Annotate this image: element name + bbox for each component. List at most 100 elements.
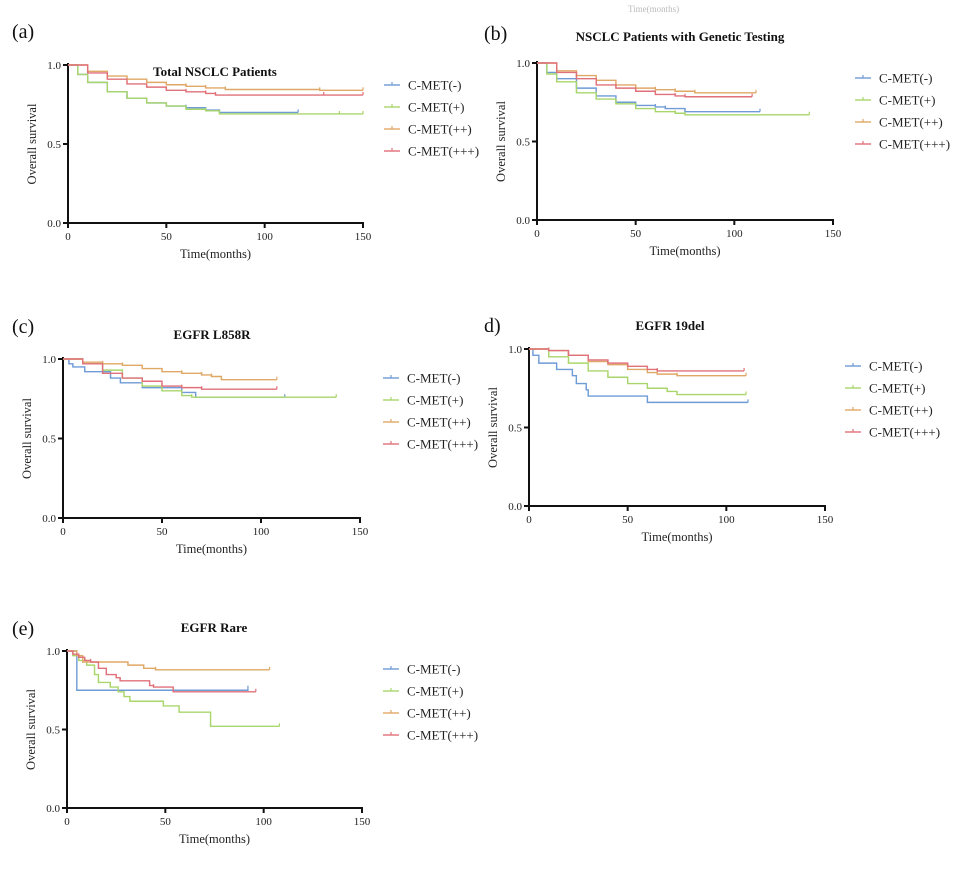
x-tick-label: 50 (160, 816, 172, 828)
legend-label: C-MET(++) (869, 403, 933, 418)
y-tick-label: 0.0 (47, 218, 61, 230)
panel-label: (c) (12, 316, 34, 338)
y-axis-label: Overall survival (20, 398, 34, 479)
x-axis-label: Time(months) (649, 244, 720, 258)
x-tick-label: 0 (65, 231, 71, 243)
x-tick-label: 50 (630, 228, 642, 240)
legend-label: C-MET(+++) (407, 437, 478, 452)
x-tick-label: 50 (622, 514, 634, 526)
panel-title: EGFR L858R (174, 327, 252, 342)
x-tick-label: 100 (253, 526, 270, 538)
legend-label: C-MET(++) (407, 415, 471, 430)
km-panel: d) EGFR 19del 0 50 100 150 0.0 0.5 1.0 Time(month… (484, 315, 940, 544)
x-tick-label: 0 (526, 514, 532, 526)
survival-curve (63, 358, 337, 398)
legend-label: C-MET(++) (879, 115, 943, 130)
legend-label: C-MET(+) (407, 393, 463, 408)
x-axis-label: Time(months) (641, 530, 712, 544)
panels-container: (a) Total NSCLC Patients 0 50 100 150 0.0 0.5 1.… (12, 21, 950, 846)
legend-item: C-MET(+) (855, 93, 935, 108)
legend-label: C-MET(++) (408, 122, 472, 137)
legend-label: C-MET(+) (407, 684, 463, 699)
legend-item: C-MET(+) (383, 684, 463, 699)
legend-item: C-MET(+++) (383, 728, 478, 743)
y-tick-label: 0.5 (42, 434, 56, 446)
y-tick-label: 0.0 (46, 803, 60, 815)
y-axis-label: Overall survival (25, 103, 39, 184)
y-tick-label: 0.5 (47, 139, 61, 151)
legend-label: C-MET(+++) (407, 728, 478, 743)
x-tick-label: 0 (534, 228, 540, 240)
y-tick-label: 0.0 (516, 215, 530, 227)
x-axis-label: Time(months) (176, 542, 247, 556)
legend-label: C-MET(-) (408, 78, 461, 93)
x-tick-label: 50 (157, 526, 169, 538)
survival-curve (63, 358, 277, 390)
panel-label: (a) (12, 21, 34, 43)
survival-curve (537, 62, 753, 98)
y-tick-label: 0.5 (46, 725, 60, 737)
legend-label: C-MET(+) (879, 93, 935, 108)
panel-title: NSCLC Patients with Genetic Testing (576, 29, 785, 44)
legend-item: C-MET(++) (845, 403, 933, 418)
y-tick-label: 1.0 (42, 354, 56, 366)
survival-curve (529, 348, 747, 377)
legend-label: C-MET(+++) (869, 425, 940, 440)
survival-curve (67, 650, 256, 693)
survival-curve (67, 650, 280, 728)
legend-item: C-MET(++) (383, 415, 471, 430)
legend-item: C-MET(-) (855, 71, 932, 86)
legend-item: C-MET(++) (383, 706, 471, 721)
x-tick-label: 150 (352, 526, 369, 538)
legend-label: C-MET(-) (869, 359, 922, 374)
x-tick-label: 50 (161, 231, 173, 243)
x-tick-label: 100 (718, 514, 735, 526)
y-axis-label: Overall survival (494, 101, 508, 182)
survival-curve (529, 348, 749, 404)
panel-title: EGFR 19del (636, 318, 705, 333)
survival-curve (529, 348, 747, 396)
x-axis-label: Time(months) (180, 247, 251, 261)
legend-item: C-MET(-) (383, 371, 460, 386)
x-tick-label: 0 (64, 816, 70, 828)
y-tick-label: 1.0 (516, 58, 530, 70)
x-tick-label: 150 (354, 816, 371, 828)
x-tick-label: 150 (817, 514, 834, 526)
panel-title: Total NSCLC Patients (153, 64, 277, 79)
km-panel: (a) Total NSCLC Patients 0 50 100 150 0.0 0.5 1.… (12, 21, 479, 261)
legend-item: C-MET(+) (384, 100, 464, 115)
legend-item: C-MET(-) (383, 662, 460, 677)
x-tick-label: 150 (825, 228, 842, 240)
x-tick-label: 150 (355, 231, 372, 243)
y-tick-label: 0.5 (516, 137, 530, 149)
legend-item: C-MET(+++) (845, 425, 940, 440)
legend-label: C-MET(+++) (879, 137, 950, 152)
survival-curve (63, 358, 285, 398)
stray-cropped-caption: Time(months) (628, 4, 679, 14)
y-tick-label: 1.0 (47, 60, 61, 72)
x-tick-label: 100 (255, 816, 272, 828)
y-tick-label: 1.0 (508, 344, 522, 356)
km-panel: (e) EGFR Rare 0 50 100 150 0.0 0.5 1.0 Time(month… (12, 618, 478, 846)
legend-label: C-MET(++) (407, 706, 471, 721)
x-tick-label: 0 (60, 526, 66, 538)
legend-item: C-MET(++) (384, 122, 472, 137)
km-panel: (b) NSCLC Patients with Genetic Testing 0 5… (484, 23, 950, 258)
legend-label: C-MET(-) (407, 662, 460, 677)
survival-curve (537, 62, 757, 94)
x-tick-label: 100 (726, 228, 743, 240)
survival-curve (529, 348, 745, 372)
legend-label: C-MET(-) (407, 371, 460, 386)
panel-label: (e) (12, 618, 34, 640)
legend-label: C-MET(+) (408, 100, 464, 115)
legend-item: C-MET(-) (845, 359, 922, 374)
y-tick-label: 0.0 (508, 501, 522, 513)
y-tick-label: 1.0 (46, 646, 60, 658)
x-axis-label: Time(months) (179, 832, 250, 846)
legend-item: C-MET(+) (845, 381, 925, 396)
legend-label: C-MET(-) (879, 71, 932, 86)
legend-item: C-MET(+++) (384, 144, 479, 159)
legend-item: C-MET(-) (384, 78, 461, 93)
panel-label: d) (484, 315, 501, 337)
